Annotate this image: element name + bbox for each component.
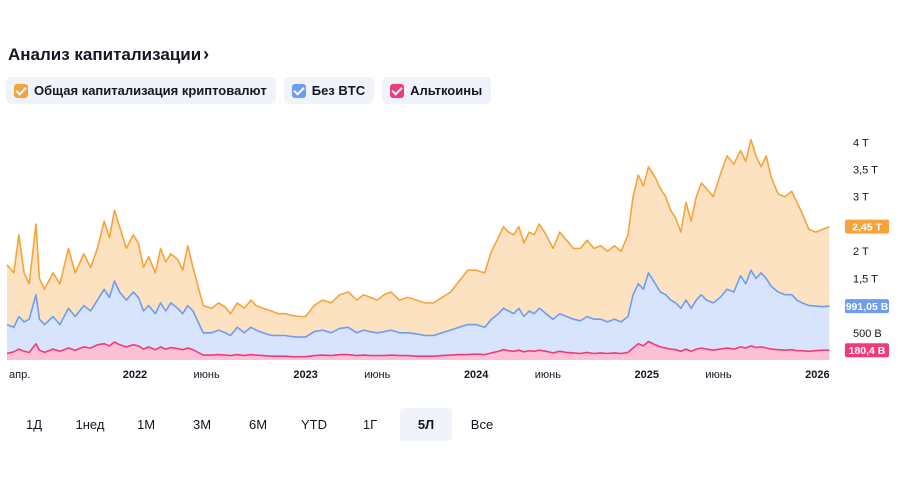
range-ytd[interactable]: YTD bbox=[301, 417, 327, 432]
page-title: Анализ капитализации bbox=[8, 44, 202, 64]
legend-altcoins[interactable]: Альткоины bbox=[382, 77, 492, 104]
series-line-1 bbox=[6, 269, 830, 338]
last-value-label-1: 991,05 B bbox=[846, 301, 889, 313]
range-1m[interactable]: 1М bbox=[136, 417, 156, 432]
x-tick-label: июнь bbox=[535, 369, 561, 381]
series-line-2 bbox=[6, 340, 830, 358]
last-value-badge-2 bbox=[845, 343, 889, 358]
legend: Общая капитализация криптовалют Без BTC … bbox=[6, 77, 492, 104]
market-cap-chart[interactable]: 500 B 1,5 T 2 T 3 T 3,5 T 4 T апр. 2022 июнь 2023… bbox=[0, 120, 900, 390]
y-tick-label: 2 T bbox=[853, 246, 869, 258]
series-area-1 bbox=[7, 270, 830, 360]
x-tick-label: 2023 bbox=[293, 369, 317, 381]
last-value-badge-0 bbox=[845, 219, 889, 234]
legend-label: Общая капитализация криптовалют bbox=[34, 83, 267, 98]
legend-without-btc[interactable]: Без BTC bbox=[283, 77, 375, 104]
last-value-label-0: 2,45 T bbox=[852, 222, 882, 234]
range-5y[interactable]: 5Л bbox=[400, 408, 452, 441]
x-tick-label: 2024 bbox=[464, 369, 489, 381]
checkbox-checked-icon bbox=[14, 83, 28, 98]
legend-label: Альткоины bbox=[410, 83, 483, 98]
checkbox-checked-icon bbox=[291, 83, 306, 98]
checkbox-checked-icon bbox=[390, 83, 405, 98]
y-tick-label: 3 T bbox=[853, 192, 869, 204]
x-tick-label: апр. bbox=[9, 369, 30, 381]
range-all[interactable]: Все bbox=[470, 417, 494, 432]
y-tick-label: 4 T bbox=[853, 137, 869, 149]
range-1y[interactable]: 1Г bbox=[362, 417, 378, 432]
x-tick-label: 2026 bbox=[805, 369, 829, 381]
time-range-selector: 1Д 1нед 1М 3М 6М YTD 1Г 5Л Все bbox=[8, 408, 508, 441]
last-value-label-2: 180,4 B bbox=[849, 345, 886, 357]
legend-label: Без BTC bbox=[311, 83, 366, 98]
last-value-badge-1 bbox=[845, 299, 889, 314]
range-1w[interactable]: 1нед bbox=[75, 417, 105, 432]
x-tick-label: 2025 bbox=[635, 369, 659, 381]
series-line-0 bbox=[6, 138, 830, 318]
x-tick-label: июнь bbox=[364, 369, 390, 381]
range-3m[interactable]: 3М bbox=[192, 417, 212, 432]
capitalization-analysis-link[interactable]: Анализ капитализации › bbox=[8, 44, 209, 65]
x-tick-label: июнь bbox=[705, 369, 731, 381]
y-tick-label: 500 B bbox=[853, 328, 882, 340]
chevron-right-icon: › bbox=[203, 44, 210, 64]
series-area-0 bbox=[7, 139, 830, 360]
range-1d[interactable]: 1Д bbox=[25, 417, 43, 432]
x-tick-label: июнь bbox=[194, 369, 220, 381]
range-6m[interactable]: 6М bbox=[248, 417, 268, 432]
legend-total-cap[interactable]: Общая капитализация криптовалют bbox=[6, 77, 276, 104]
y-tick-label: 3,5 T bbox=[853, 165, 878, 177]
x-tick-label: 2022 bbox=[123, 369, 147, 381]
y-tick-label: 1,5 T bbox=[853, 273, 878, 285]
